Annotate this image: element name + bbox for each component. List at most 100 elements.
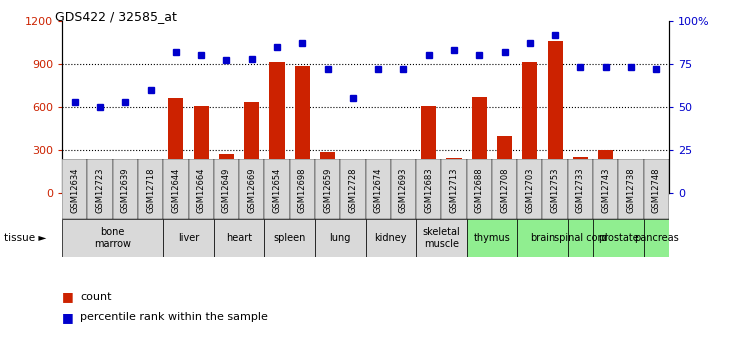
Text: GSM12728: GSM12728 [349,168,357,213]
Text: GSM12664: GSM12664 [197,168,205,213]
Bar [416,159,442,219]
Text: GSM12733: GSM12733 [576,168,585,213]
Bar [340,159,366,219]
Text: GSM12639: GSM12639 [121,168,130,213]
Text: brain: brain [530,233,555,243]
Text: bone
marrow: bone marrow [94,227,131,249]
Bar [138,159,163,219]
Bar [416,219,466,257]
Text: GSM12738: GSM12738 [626,168,635,213]
Bar [542,159,568,219]
Bar [548,41,563,193]
Text: GSM12654: GSM12654 [273,168,281,213]
Bar [113,159,138,219]
Bar [289,159,315,219]
Text: percentile rank within the sample: percentile rank within the sample [80,313,268,322]
Bar [442,159,466,219]
Text: lung: lung [330,233,351,243]
Text: GSM12718: GSM12718 [146,168,155,213]
Text: GSM12693: GSM12693 [399,168,408,213]
Text: spinal cord: spinal cord [553,233,607,243]
Text: GSM12713: GSM12713 [450,168,458,213]
Bar [466,219,518,257]
Bar [466,159,492,219]
Text: spleen: spleen [273,233,306,243]
Bar [447,158,461,193]
Bar [88,159,113,219]
Text: GSM12708: GSM12708 [500,168,509,213]
Bar [371,162,386,193]
Bar [366,159,391,219]
Text: GSM12644: GSM12644 [171,168,181,213]
Text: GDS422 / 32585_at: GDS422 / 32585_at [55,10,177,23]
Text: GSM12634: GSM12634 [70,168,79,213]
Bar [345,184,360,193]
Text: GSM12753: GSM12753 [550,168,560,213]
Bar [518,159,542,219]
Bar [522,62,537,193]
Bar [618,159,643,219]
Bar [320,151,335,193]
Bar [213,219,265,257]
Bar [593,219,643,257]
Bar [219,155,234,193]
Bar [598,150,613,193]
Bar [518,219,568,257]
Bar [163,219,213,257]
Bar [239,159,265,219]
Bar [67,176,83,193]
Text: GSM12649: GSM12649 [222,168,231,213]
Text: heart: heart [226,233,252,243]
Text: GSM12659: GSM12659 [323,168,332,213]
Bar [492,159,518,219]
Bar [143,180,158,193]
Bar [265,159,289,219]
Bar [391,159,416,219]
Bar [568,159,593,219]
Text: GSM12674: GSM12674 [374,168,382,213]
Bar [624,159,638,193]
Text: GSM12688: GSM12688 [474,168,484,213]
Bar [643,159,669,219]
Bar [421,106,436,193]
Text: skeletal
muscle: skeletal muscle [423,227,461,249]
Text: GSM12743: GSM12743 [601,168,610,213]
Bar [315,159,340,219]
Bar [648,173,664,193]
Text: GSM12698: GSM12698 [298,168,307,213]
Text: kidney: kidney [374,233,407,243]
Bar [315,219,366,257]
Bar [194,106,209,193]
Text: prostate: prostate [598,233,639,243]
Bar [213,159,239,219]
Bar [366,219,416,257]
Text: GSM12683: GSM12683 [424,168,433,213]
Text: GSM12669: GSM12669 [247,168,257,213]
Bar [168,98,183,193]
Bar [189,159,213,219]
Text: liver: liver [178,233,199,243]
Bar [62,159,88,219]
Text: GSM12703: GSM12703 [526,168,534,213]
Bar [265,219,315,257]
Text: ■: ■ [62,290,74,303]
Text: ■: ■ [62,311,74,324]
Text: GSM12723: GSM12723 [96,168,105,213]
Bar [395,171,411,193]
Bar [163,159,189,219]
Text: GSM12748: GSM12748 [652,168,661,213]
Bar [92,189,107,193]
Bar [118,183,133,193]
Bar [497,136,512,193]
Bar [568,219,593,257]
Bar [295,66,310,193]
Text: tissue ►: tissue ► [4,233,46,243]
Text: pancreas: pancreas [634,233,678,243]
Bar [62,219,163,257]
Bar [643,219,669,257]
Bar [244,102,260,193]
Text: thymus: thymus [474,233,510,243]
Bar [270,62,284,193]
Bar [471,97,487,193]
Bar [593,159,618,219]
